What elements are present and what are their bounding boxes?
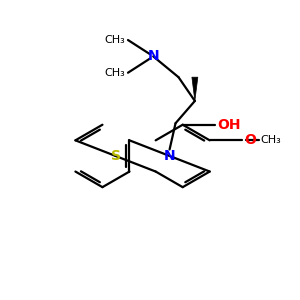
- Polygon shape: [192, 77, 198, 101]
- Text: CH₃: CH₃: [105, 35, 126, 45]
- Text: OH: OH: [217, 118, 240, 132]
- Text: N: N: [164, 149, 176, 163]
- Text: CH₃: CH₃: [261, 135, 282, 145]
- Text: O: O: [244, 133, 256, 147]
- Text: N: N: [147, 50, 159, 63]
- Text: CH₃: CH₃: [105, 68, 126, 78]
- Text: S: S: [110, 149, 121, 163]
